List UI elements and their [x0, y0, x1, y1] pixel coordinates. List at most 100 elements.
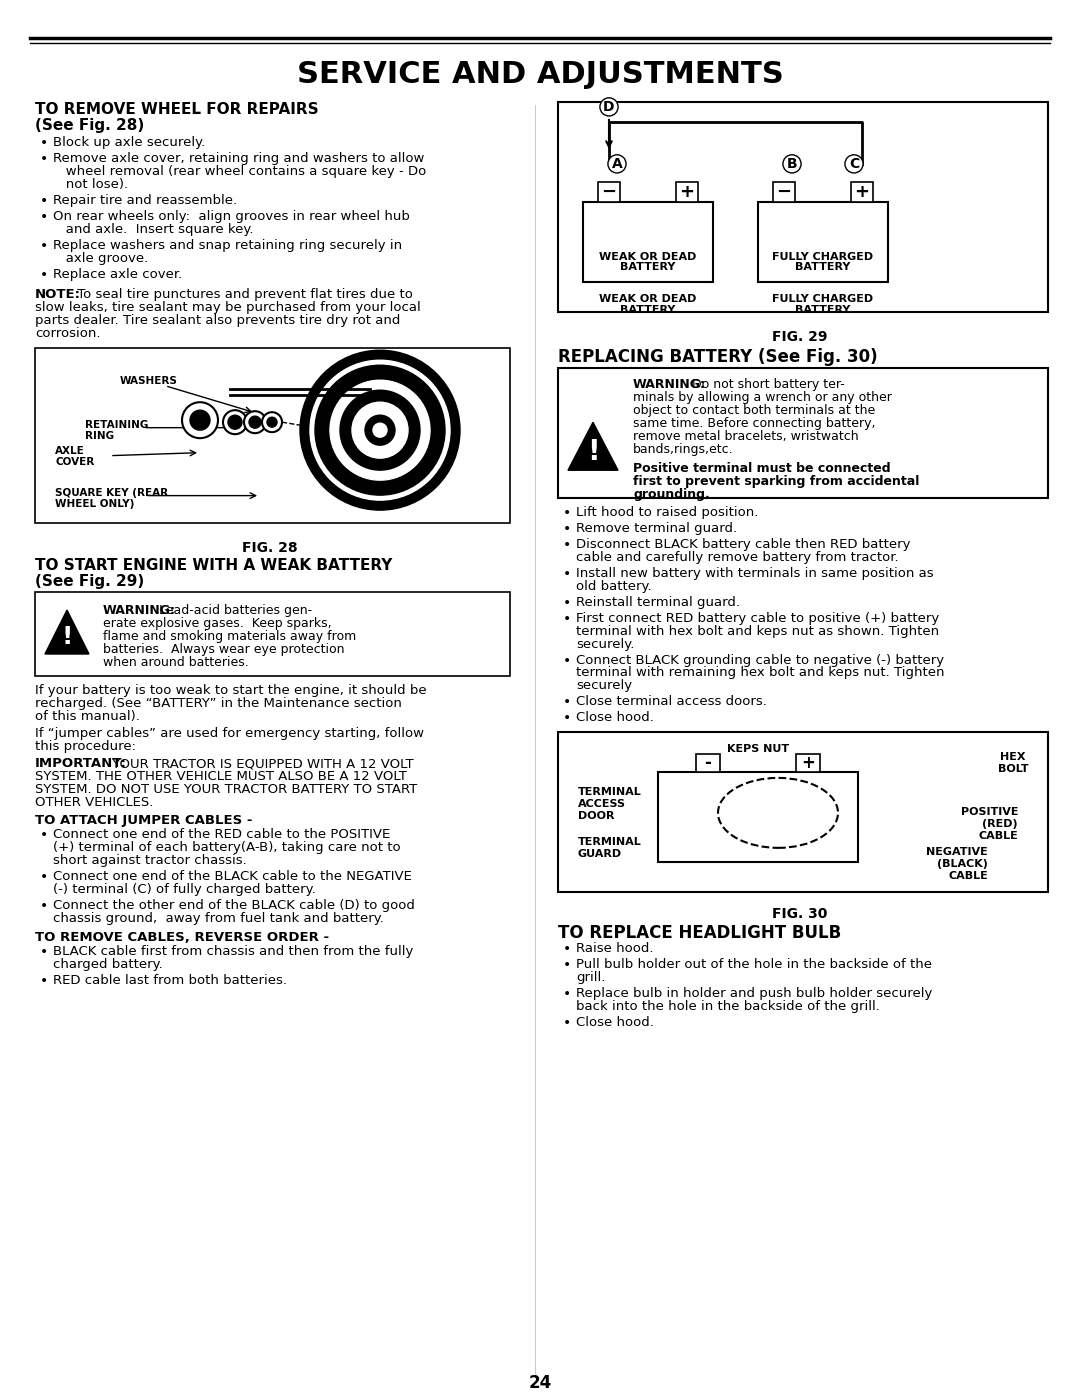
Text: •: •	[563, 612, 571, 626]
Text: remove metal bracelets, wristwatch: remove metal bracelets, wristwatch	[633, 430, 859, 443]
Text: TO REMOVE WHEEL FOR REPAIRS: TO REMOVE WHEEL FOR REPAIRS	[35, 102, 319, 117]
Text: FULLY CHARGED: FULLY CHARGED	[772, 251, 874, 261]
Text: If your battery is too weak to start the engine, it should be: If your battery is too weak to start the…	[35, 685, 427, 697]
Text: +: +	[679, 183, 694, 201]
Circle shape	[244, 411, 266, 433]
Text: erate explosive gases.  Keep sparks,: erate explosive gases. Keep sparks,	[103, 616, 332, 630]
Text: FULLY CHARGED
BATTERY: FULLY CHARGED BATTERY	[772, 293, 874, 316]
Text: charged battery.: charged battery.	[53, 958, 163, 971]
FancyBboxPatch shape	[35, 348, 510, 522]
Text: same time. Before connecting battery,: same time. Before connecting battery,	[633, 416, 876, 430]
Text: first to prevent sparking from accidental: first to prevent sparking from accidenta…	[633, 475, 919, 488]
Text: WARNING:: WARNING:	[103, 604, 176, 616]
Text: REPLACING BATTERY (See Fig. 30): REPLACING BATTERY (See Fig. 30)	[558, 348, 878, 366]
Circle shape	[315, 365, 445, 495]
Text: FIG. 29: FIG. 29	[772, 330, 827, 344]
Text: Lead-acid batteries gen-: Lead-acid batteries gen-	[156, 604, 312, 616]
Text: Replace axle cover.: Replace axle cover.	[53, 268, 183, 281]
Text: Repair tire and reassemble.: Repair tire and reassemble.	[53, 194, 238, 207]
Circle shape	[340, 390, 420, 471]
Text: short against tractor chassis.: short against tractor chassis.	[53, 855, 246, 868]
Circle shape	[183, 402, 218, 439]
Text: WASHERS: WASHERS	[120, 376, 178, 386]
Text: NEGATIVE
(BLACK)
CABLE: NEGATIVE (BLACK) CABLE	[927, 848, 988, 880]
Text: Replace bulb in holder and push bulb holder securely: Replace bulb in holder and push bulb hol…	[576, 988, 932, 1000]
Text: parts dealer. Tire sealant also prevents tire dry rot and: parts dealer. Tire sealant also prevents…	[35, 314, 401, 327]
Text: not lose).: not lose).	[53, 177, 129, 191]
Text: TERMINAL
GUARD: TERMINAL GUARD	[578, 837, 642, 859]
Text: YOUR TRACTOR IS EQUIPPED WITH A 12 VOLT: YOUR TRACTOR IS EQUIPPED WITH A 12 VOLT	[108, 757, 414, 770]
FancyBboxPatch shape	[35, 591, 510, 676]
Text: AXLE
COVER: AXLE COVER	[55, 446, 94, 467]
Text: minals by allowing a wrench or any other: minals by allowing a wrench or any other	[633, 391, 892, 404]
Text: this procedure:: this procedure:	[35, 740, 136, 753]
Text: WARNING:: WARNING:	[633, 377, 706, 391]
Text: -: -	[704, 754, 712, 773]
FancyBboxPatch shape	[851, 182, 873, 201]
Text: Connect the other end of the BLACK cable (D) to good: Connect the other end of the BLACK cable…	[53, 900, 415, 912]
FancyBboxPatch shape	[558, 102, 1048, 312]
Text: •: •	[563, 567, 571, 581]
Text: •: •	[40, 152, 49, 166]
Text: Block up axle securely.: Block up axle securely.	[53, 136, 205, 149]
Text: •: •	[563, 958, 571, 972]
Text: batteries.  Always wear eye protection: batteries. Always wear eye protection	[103, 643, 345, 655]
Text: IMPORTANT:: IMPORTANT:	[35, 757, 127, 770]
Text: •: •	[563, 654, 571, 668]
Circle shape	[249, 416, 261, 427]
Text: and axle.  Insert square key.: and axle. Insert square key.	[53, 224, 254, 236]
Text: (See Fig. 28): (See Fig. 28)	[35, 117, 145, 133]
Text: Positive terminal must be connected: Positive terminal must be connected	[633, 462, 891, 475]
Text: RETAINING
RING: RETAINING RING	[85, 419, 148, 441]
FancyBboxPatch shape	[758, 201, 888, 282]
Circle shape	[373, 423, 387, 437]
Text: 24: 24	[528, 1375, 552, 1391]
FancyBboxPatch shape	[583, 201, 713, 282]
Text: chassis ground,  away from fuel tank and battery.: chassis ground, away from fuel tank and …	[53, 912, 383, 925]
Text: Reinstall terminal guard.: Reinstall terminal guard.	[576, 595, 740, 609]
Text: grounding.: grounding.	[633, 488, 710, 502]
Text: !: !	[586, 439, 599, 467]
Text: WEAK OR DEAD: WEAK OR DEAD	[599, 251, 697, 261]
FancyBboxPatch shape	[598, 182, 620, 201]
Text: Raise hood.: Raise hood.	[576, 943, 653, 956]
Text: object to contact both terminals at the: object to contact both terminals at the	[633, 404, 875, 416]
Text: securely.: securely.	[576, 637, 634, 651]
Text: Connect one end of the RED cable to the POSITIVE: Connect one end of the RED cable to the …	[53, 828, 390, 841]
Text: •: •	[563, 711, 571, 725]
Text: bands,rings,etc.: bands,rings,etc.	[633, 443, 733, 455]
Text: If “jumper cables” are used for emergency starting, follow: If “jumper cables” are used for emergenc…	[35, 728, 424, 740]
Text: Close terminal access doors.: Close terminal access doors.	[576, 696, 767, 708]
Text: •: •	[40, 974, 49, 988]
Text: BATTERY: BATTERY	[620, 261, 676, 272]
Polygon shape	[568, 422, 618, 471]
Text: (-) terminal (C) of fully charged battery.: (-) terminal (C) of fully charged batter…	[53, 883, 315, 897]
Text: SQUARE KEY (REAR
WHEEL ONLY): SQUARE KEY (REAR WHEEL ONLY)	[55, 488, 168, 510]
Text: grill.: grill.	[576, 971, 606, 985]
Text: Remove axle cover, retaining ring and washers to allow: Remove axle cover, retaining ring and wa…	[53, 152, 424, 165]
Text: securely: securely	[576, 679, 632, 693]
FancyBboxPatch shape	[796, 754, 820, 773]
Text: +: +	[801, 754, 815, 773]
FancyBboxPatch shape	[558, 367, 1048, 497]
Text: •: •	[40, 946, 49, 960]
Text: BATTERY: BATTERY	[795, 261, 851, 272]
Text: •: •	[563, 1016, 571, 1030]
Text: •: •	[40, 194, 49, 208]
Text: •: •	[40, 239, 49, 253]
Text: axle groove.: axle groove.	[53, 251, 148, 265]
Text: Close hood.: Close hood.	[576, 1016, 653, 1030]
Text: C: C	[849, 156, 859, 170]
Circle shape	[190, 411, 210, 430]
Circle shape	[352, 402, 408, 458]
Text: SYSTEM. THE OTHER VEHICLE MUST ALSO BE A 12 VOLT: SYSTEM. THE OTHER VEHICLE MUST ALSO BE A…	[35, 770, 407, 784]
FancyBboxPatch shape	[676, 182, 698, 201]
Text: (+) terminal of each battery(A-B), taking care not to: (+) terminal of each battery(A-B), takin…	[53, 841, 401, 855]
Text: •: •	[40, 210, 49, 224]
Text: D: D	[604, 101, 615, 115]
Circle shape	[310, 360, 450, 500]
Text: recharged. (See “BATTERY” in the Maintenance section: recharged. (See “BATTERY” in the Mainten…	[35, 697, 402, 711]
Text: SERVICE AND ADJUSTMENTS: SERVICE AND ADJUSTMENTS	[297, 60, 783, 89]
Circle shape	[222, 411, 247, 434]
Text: •: •	[563, 506, 571, 520]
